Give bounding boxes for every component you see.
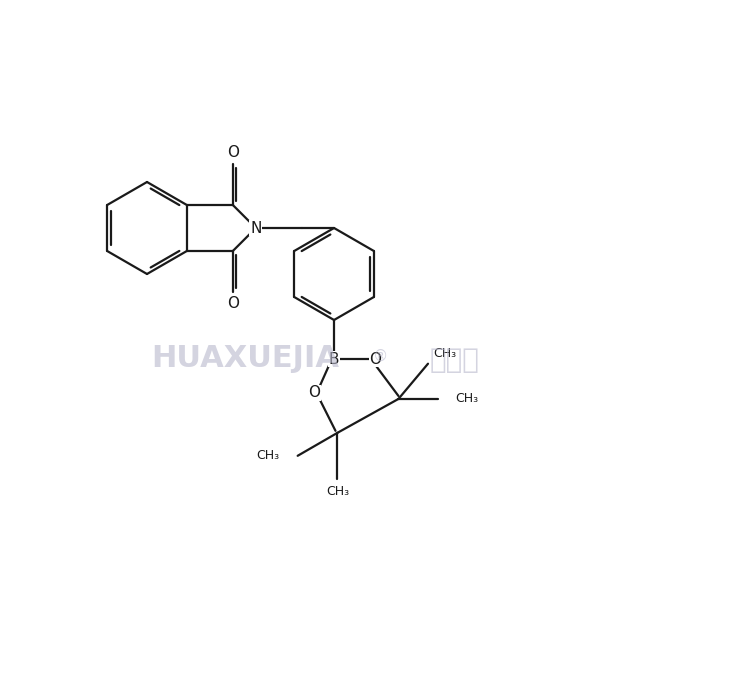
Text: O: O bbox=[369, 352, 382, 367]
Text: CH₃: CH₃ bbox=[326, 485, 349, 498]
Text: CH₃: CH₃ bbox=[455, 392, 479, 405]
Text: O: O bbox=[308, 385, 320, 400]
Text: B: B bbox=[329, 352, 339, 367]
Text: CH₃: CH₃ bbox=[256, 449, 280, 462]
Text: O: O bbox=[227, 296, 239, 311]
Text: O: O bbox=[227, 145, 239, 160]
Text: ®: ® bbox=[372, 349, 388, 363]
Text: 化学加: 化学加 bbox=[430, 346, 480, 374]
Text: N: N bbox=[250, 220, 262, 235]
Text: CH₃: CH₃ bbox=[433, 347, 456, 361]
Text: HUAXUEJIA: HUAXUEJIA bbox=[151, 343, 339, 372]
